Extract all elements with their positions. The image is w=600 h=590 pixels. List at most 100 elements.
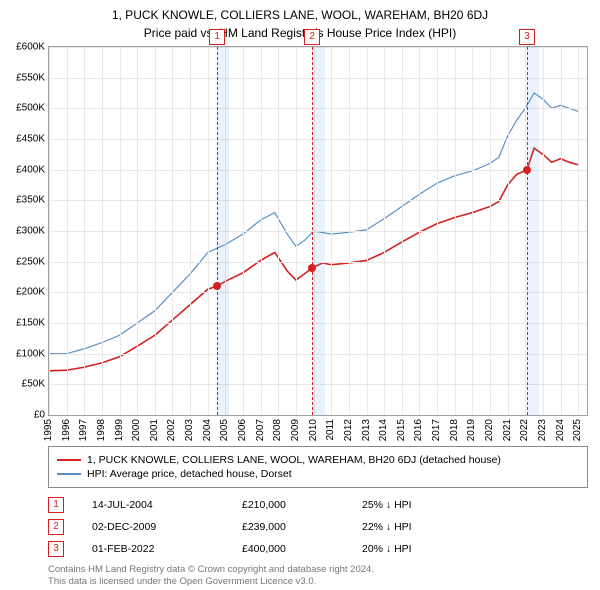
y-tick-label: £350K — [16, 195, 45, 206]
y-tick-label: £150K — [16, 318, 45, 329]
x-tick-label: 2005 — [219, 419, 230, 441]
sales-marker-number: 1 — [48, 497, 64, 513]
sales-date: 14-JUL-2004 — [92, 499, 242, 511]
sales-marker-number: 2 — [48, 519, 64, 535]
marker-band — [312, 47, 324, 415]
legend-item: 1, PUCK KNOWLE, COLLIERS LANE, WOOL, WAR… — [57, 453, 579, 467]
x-tick-label: 2014 — [378, 419, 389, 441]
gridline-v — [419, 47, 420, 415]
sales-date: 02-DEC-2009 — [92, 521, 242, 533]
footer-line-1: Contains HM Land Registry data © Crown c… — [48, 564, 588, 576]
x-tick-label: 2004 — [202, 419, 213, 441]
x-tick-label: 2003 — [184, 419, 195, 441]
sales-price: £239,000 — [242, 521, 362, 533]
sale-point — [308, 264, 316, 272]
gridline-v — [561, 47, 562, 415]
chart-legend: 1, PUCK KNOWLE, COLLIERS LANE, WOOL, WAR… — [48, 446, 588, 488]
x-tick-label: 2006 — [237, 419, 248, 441]
gridline-v — [67, 47, 68, 415]
x-tick-label: 2020 — [484, 419, 495, 441]
x-tick-label: 2021 — [502, 419, 513, 441]
legend-label: HPI: Average price, detached house, Dors… — [87, 468, 292, 480]
x-tick-label: 2018 — [449, 419, 460, 441]
y-tick-label: £550K — [16, 72, 45, 83]
x-tick-label: 2001 — [149, 419, 160, 441]
x-tick-label: 1999 — [114, 419, 125, 441]
chart-subtitle: Price paid vs. HM Land Registry's House … — [0, 22, 600, 46]
x-tick-label: 1996 — [61, 419, 72, 441]
y-tick-label: £600K — [16, 42, 45, 53]
gridline-v — [261, 47, 262, 415]
marker-line — [217, 47, 218, 415]
marker-number: 3 — [519, 29, 535, 45]
footer-attribution: Contains HM Land Registry data © Crown c… — [48, 564, 588, 589]
legend-item: HPI: Average price, detached house, Dors… — [57, 467, 579, 481]
x-tick-label: 2000 — [131, 419, 142, 441]
x-tick-label: 2010 — [308, 419, 319, 441]
x-tick-label: 2024 — [555, 419, 566, 441]
marker-number: 2 — [304, 29, 320, 45]
marker-band — [527, 47, 539, 415]
gridline-v — [455, 47, 456, 415]
chart-title: 1, PUCK KNOWLE, COLLIERS LANE, WOOL, WAR… — [0, 0, 600, 22]
x-tick-label: 2022 — [519, 419, 530, 441]
x-tick-label: 2023 — [537, 419, 548, 441]
y-tick-label: £400K — [16, 164, 45, 175]
marker-line — [527, 47, 528, 415]
sale-point — [523, 166, 531, 174]
x-tick-label: 2007 — [255, 419, 266, 441]
x-tick-label: 2011 — [325, 419, 336, 441]
x-tick-label: 2013 — [361, 419, 372, 441]
chart-plot-area: £0£50K£100K£150K£200K£250K£300K£350K£400… — [48, 46, 588, 416]
x-tick-label: 2015 — [396, 419, 407, 441]
sales-price: £400,000 — [242, 543, 362, 555]
y-tick-label: £100K — [16, 348, 45, 359]
x-tick-label: 1997 — [78, 419, 89, 441]
sales-row: 301-FEB-2022£400,00020% ↓ HPI — [48, 538, 588, 560]
sales-date: 01-FEB-2022 — [92, 543, 242, 555]
x-tick-label: 2019 — [466, 419, 477, 441]
sales-price: £210,000 — [242, 499, 362, 511]
marker-band — [217, 47, 229, 415]
sales-table: 1 14-JUL-2004£210,00025% ↓ HPI 2 02-DEC-200… — [48, 494, 588, 560]
gridline-v — [49, 47, 50, 415]
legend-label: 1, PUCK KNOWLE, COLLIERS LANE, WOOL, WAR… — [87, 454, 501, 466]
marker-line — [312, 47, 313, 415]
gridline-v — [508, 47, 509, 415]
gridline-v — [155, 47, 156, 415]
sales-row: 2 02-DEC-2009£239,00022% ↓ HPI — [48, 516, 588, 538]
x-tick-label: 2016 — [413, 419, 424, 441]
y-tick-label: £50K — [22, 379, 45, 390]
legend-swatch — [57, 459, 81, 461]
sale-point — [213, 282, 221, 290]
x-tick-label: 2002 — [166, 419, 177, 441]
gridline-v — [243, 47, 244, 415]
y-tick-label: £450K — [16, 134, 45, 145]
x-tick-label: 2017 — [431, 419, 442, 441]
x-tick-label: 1998 — [96, 419, 107, 441]
y-tick-label: £250K — [16, 256, 45, 267]
gridline-v — [278, 47, 279, 415]
gridline-v — [102, 47, 103, 415]
x-tick-label: 2008 — [272, 419, 283, 441]
x-tick-label: 1995 — [43, 419, 54, 441]
gridline-v — [384, 47, 385, 415]
gridline-v — [137, 47, 138, 415]
gridline-v — [190, 47, 191, 415]
gridline-v — [367, 47, 368, 415]
gridline-v — [402, 47, 403, 415]
sales-diff: 22% ↓ HPI — [362, 521, 412, 533]
sales-diff: 25% ↓ HPI — [362, 499, 412, 511]
sales-row: 1 14-JUL-2004£210,00025% ↓ HPI — [48, 494, 588, 516]
marker-number: 1 — [209, 29, 225, 45]
gridline-v — [120, 47, 121, 415]
x-tick-label: 2025 — [572, 419, 583, 441]
sales-marker-number: 3 — [48, 541, 64, 557]
legend-swatch — [57, 473, 81, 475]
gridline-v — [84, 47, 85, 415]
gridline-v — [490, 47, 491, 415]
y-tick-label: £300K — [16, 226, 45, 237]
gridline-v — [437, 47, 438, 415]
gridline-v — [208, 47, 209, 415]
gridline-v — [296, 47, 297, 415]
